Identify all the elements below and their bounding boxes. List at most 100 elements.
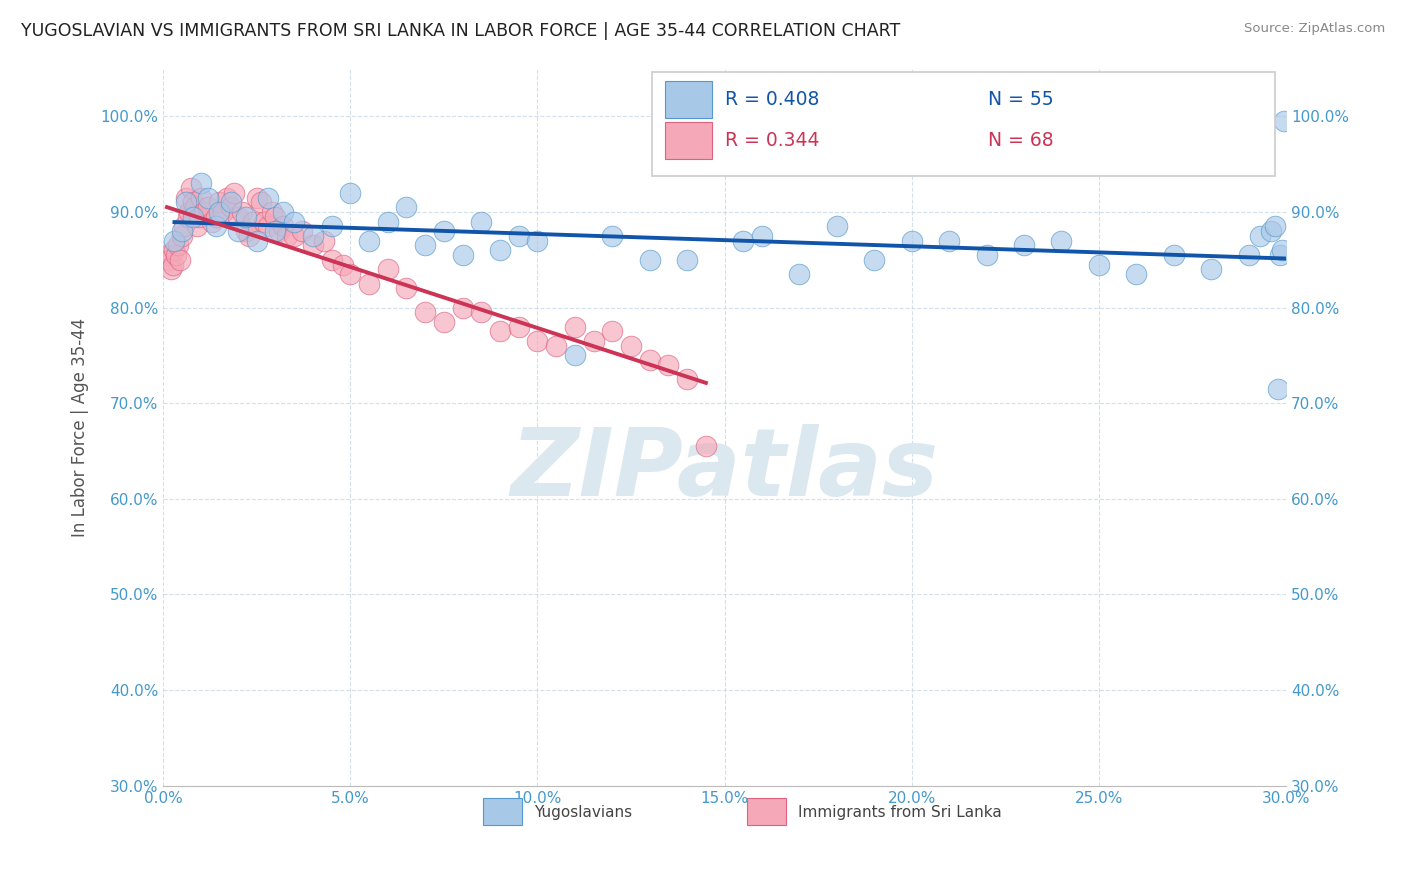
Point [413, 238, 436, 252]
Point [339, 186, 361, 200]
Point [249, 195, 271, 210]
Point [269, 224, 291, 238]
Point [176, 210, 198, 224]
Point [163, 234, 186, 248]
Point [190, 191, 212, 205]
Point [695, 439, 717, 453]
Point [638, 353, 661, 368]
Point [226, 210, 249, 224]
Point [1272, 114, 1295, 128]
Point [564, 348, 586, 362]
Point [751, 228, 773, 243]
Y-axis label: In Labor Force | Age 35-44: In Labor Force | Age 35-44 [72, 318, 89, 537]
Point [283, 228, 305, 243]
Point [257, 219, 280, 234]
Point [271, 219, 294, 234]
Point [470, 214, 492, 228]
Point [186, 219, 208, 234]
Point [156, 248, 179, 262]
Point [377, 214, 399, 228]
Point [1271, 244, 1294, 258]
Point [357, 277, 380, 291]
FancyBboxPatch shape [665, 80, 713, 118]
Point [395, 200, 418, 214]
Point [1199, 262, 1222, 277]
Point [489, 325, 512, 339]
Point [582, 334, 605, 348]
Point [1264, 219, 1286, 234]
Point [170, 224, 193, 238]
Point [170, 228, 193, 243]
Point [264, 224, 287, 238]
Text: R = 0.408: R = 0.408 [724, 90, 818, 109]
Point [413, 305, 436, 319]
Point [208, 205, 231, 219]
Point [564, 319, 586, 334]
Point [526, 334, 548, 348]
Point [204, 219, 226, 234]
Point [1260, 224, 1282, 238]
Text: Source: ZipAtlas.com: Source: ZipAtlas.com [1244, 22, 1385, 36]
Point [157, 252, 180, 267]
Point [163, 244, 186, 258]
Point [173, 219, 195, 234]
Text: N = 68: N = 68 [988, 131, 1054, 150]
Point [657, 358, 679, 372]
Point [339, 267, 361, 281]
Point [377, 262, 399, 277]
Point [676, 372, 699, 386]
Point [242, 214, 264, 228]
Point [526, 234, 548, 248]
Point [174, 191, 197, 205]
Text: R = 0.344: R = 0.344 [724, 131, 820, 150]
Point [167, 238, 190, 252]
Point [638, 252, 661, 267]
Point [226, 224, 249, 238]
Point [253, 214, 276, 228]
Point [489, 244, 512, 258]
Point [451, 248, 474, 262]
Point [1012, 238, 1035, 252]
Point [219, 200, 242, 214]
Point [283, 214, 305, 228]
Point [357, 234, 380, 248]
Point [212, 205, 235, 219]
Point [264, 210, 287, 224]
Point [451, 301, 474, 315]
Point [219, 195, 242, 210]
Point [187, 210, 209, 224]
Point [197, 191, 219, 205]
Point [181, 210, 204, 224]
Point [246, 191, 269, 205]
Point [181, 195, 204, 210]
Point [201, 214, 224, 228]
Text: ZIPatlas: ZIPatlas [510, 424, 939, 516]
Point [276, 228, 298, 243]
Point [600, 325, 623, 339]
Point [197, 200, 219, 214]
FancyBboxPatch shape [651, 72, 1275, 176]
Text: Yugoslavians: Yugoslavians [534, 805, 631, 821]
Text: Immigrants from Sri Lanka: Immigrants from Sri Lanka [797, 805, 1001, 821]
Point [1050, 234, 1073, 248]
Point [900, 234, 922, 248]
Point [169, 252, 191, 267]
Point [1163, 248, 1185, 262]
Point [235, 224, 257, 238]
Point [600, 228, 623, 243]
Point [314, 234, 336, 248]
Point [162, 258, 184, 272]
Point [180, 181, 202, 195]
Point [1088, 258, 1111, 272]
Point [193, 205, 215, 219]
Point [1237, 248, 1260, 262]
Point [224, 186, 246, 200]
FancyBboxPatch shape [484, 798, 523, 825]
Point [159, 262, 181, 277]
Point [1267, 382, 1289, 396]
Point [733, 234, 755, 248]
Point [165, 248, 187, 262]
Point [676, 252, 699, 267]
Point [789, 267, 811, 281]
Point [257, 191, 280, 205]
